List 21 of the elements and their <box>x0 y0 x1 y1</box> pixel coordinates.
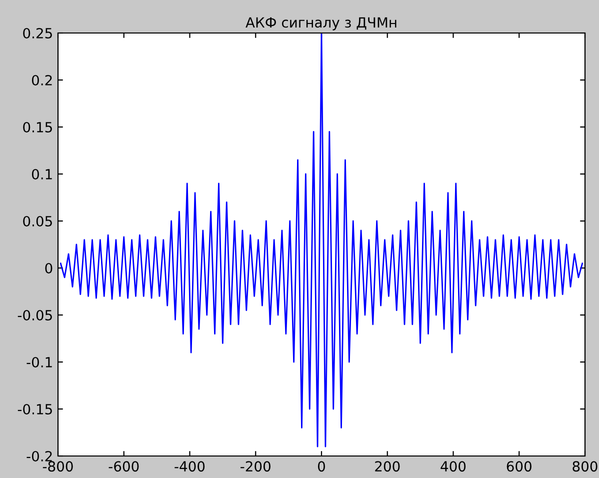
y-tick-label: 0.15 <box>23 122 52 132</box>
y-tick-label: -0.05 <box>18 310 52 320</box>
x-tick-label: 800 <box>572 461 598 472</box>
x-tick-label: -200 <box>240 461 270 472</box>
x-tick-label: 600 <box>506 461 532 472</box>
y-tick-label: 0 <box>45 262 52 274</box>
chart-title: АКФ сигналу з ДЧМн <box>246 17 396 30</box>
x-tick-label: -800 <box>42 461 73 472</box>
y-tick-label: 0.25 <box>23 28 52 38</box>
x-tick-label: 200 <box>375 461 400 472</box>
x-tick-label: 0 <box>318 461 325 472</box>
y-tick-label: -0.2 <box>26 450 52 462</box>
y-tick-label: -0.15 <box>18 404 52 414</box>
x-tick-label: -600 <box>108 461 139 472</box>
line-series <box>60 33 584 448</box>
y-tick-label: 0.2 <box>32 74 52 86</box>
y-tick-label: 0.05 <box>23 216 52 226</box>
y-tick-label: 0.1 <box>32 168 52 180</box>
x-tick-label: 400 <box>440 461 466 472</box>
y-tick-label: -0.1 <box>26 356 52 368</box>
x-tick-label: -400 <box>174 461 205 472</box>
